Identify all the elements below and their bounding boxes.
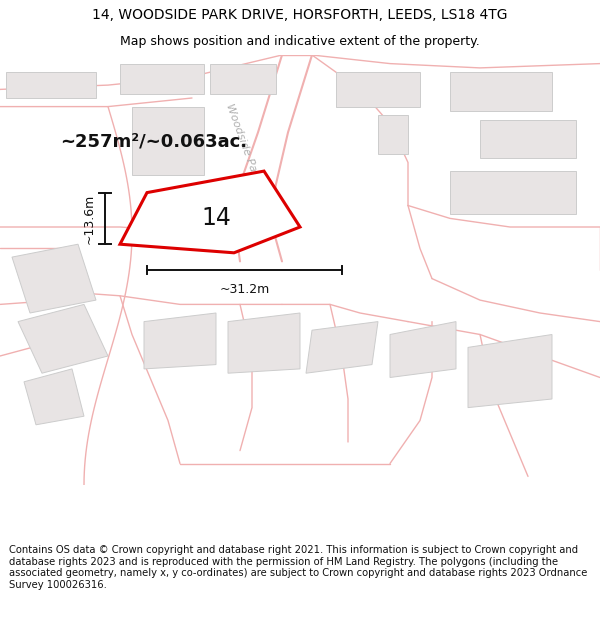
Polygon shape	[12, 244, 96, 313]
Polygon shape	[450, 171, 576, 214]
Polygon shape	[144, 313, 216, 369]
Bar	[0, 541, 600, 625]
Text: Map shows position and indicative extent of the property.: Map shows position and indicative extent…	[120, 35, 480, 48]
Text: ~31.2m: ~31.2m	[220, 283, 269, 296]
Polygon shape	[390, 322, 456, 378]
Polygon shape	[132, 107, 204, 176]
Text: 14: 14	[201, 206, 231, 231]
Polygon shape	[468, 334, 552, 408]
Polygon shape	[210, 64, 276, 94]
Polygon shape	[120, 64, 204, 94]
Polygon shape	[24, 369, 84, 425]
Polygon shape	[480, 119, 576, 158]
Polygon shape	[378, 115, 408, 154]
Polygon shape	[120, 171, 300, 252]
Polygon shape	[450, 72, 552, 111]
Polygon shape	[336, 72, 420, 107]
Polygon shape	[306, 322, 378, 373]
Text: ~13.6m: ~13.6m	[83, 193, 96, 244]
Text: Woodside Park Drive: Woodside Park Drive	[224, 102, 274, 214]
Text: 14, WOODSIDE PARK DRIVE, HORSFORTH, LEEDS, LS18 4TG: 14, WOODSIDE PARK DRIVE, HORSFORTH, LEED…	[92, 8, 508, 22]
Polygon shape	[6, 72, 96, 98]
Polygon shape	[18, 304, 108, 373]
Text: ~257m²/~0.063ac.: ~257m²/~0.063ac.	[60, 132, 247, 150]
Text: Contains OS data © Crown copyright and database right 2021. This information is : Contains OS data © Crown copyright and d…	[9, 545, 587, 590]
Polygon shape	[228, 313, 300, 373]
